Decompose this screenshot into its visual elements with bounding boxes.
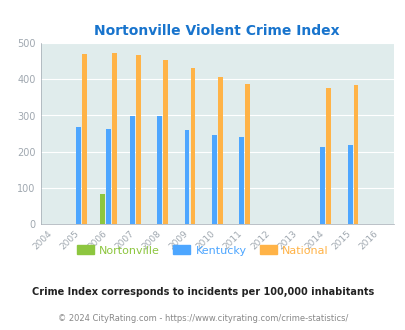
Bar [320,147,324,224]
Bar [112,53,117,224]
Text: Crime Index corresponds to incidents per 100,000 inhabitants: Crime Index corresponds to incidents per… [32,287,373,297]
Bar [244,84,249,224]
Bar [326,88,330,224]
Bar [82,54,87,224]
Bar [136,55,141,224]
Text: © 2024 CityRating.com - https://www.cityrating.com/crime-statistics/: © 2024 CityRating.com - https://www.city… [58,314,347,323]
Bar [163,60,168,224]
Bar [130,116,135,224]
Bar [239,137,243,224]
Legend: Nortonville, Kentucky, National: Nortonville, Kentucky, National [72,241,333,260]
Bar [184,130,189,224]
Title: Nortonville Violent Crime Index: Nortonville Violent Crime Index [94,23,339,38]
Bar [106,129,111,224]
Bar [211,135,216,224]
Bar [353,85,358,224]
Bar [190,68,195,224]
Bar [157,116,162,224]
Bar [100,194,105,224]
Bar [347,145,352,224]
Bar [217,77,222,224]
Bar [76,127,81,224]
